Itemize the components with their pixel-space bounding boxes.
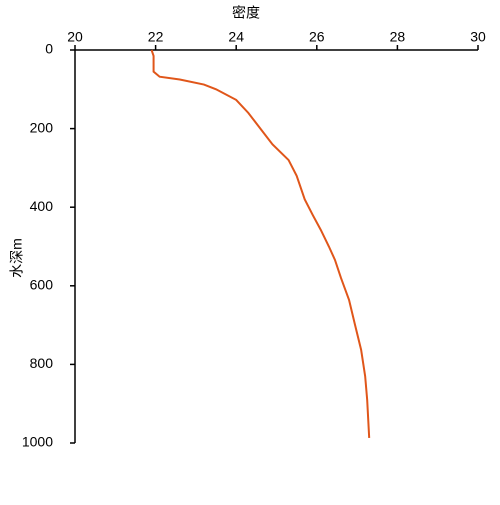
x-tick-label: 26: [309, 29, 325, 45]
x-axis-title: 密度: [232, 5, 260, 21]
x-tick-label: 30: [470, 29, 486, 45]
x-tick-label: 20: [67, 29, 83, 45]
y-tick-label: 200: [30, 119, 54, 135]
y-tick-label: 1000: [22, 434, 53, 450]
x-tick-label: 22: [148, 29, 164, 45]
x-tick-label: 24: [228, 29, 244, 45]
y-tick-label: 600: [30, 277, 54, 293]
x-tick-label: 28: [390, 29, 406, 45]
y-tick-label: 0: [45, 41, 53, 57]
y-tick-label: 800: [30, 355, 54, 371]
y-tick-label: 400: [30, 198, 54, 214]
data-line: [150, 49, 371, 438]
y-axis-title: 水深m: [9, 238, 25, 278]
